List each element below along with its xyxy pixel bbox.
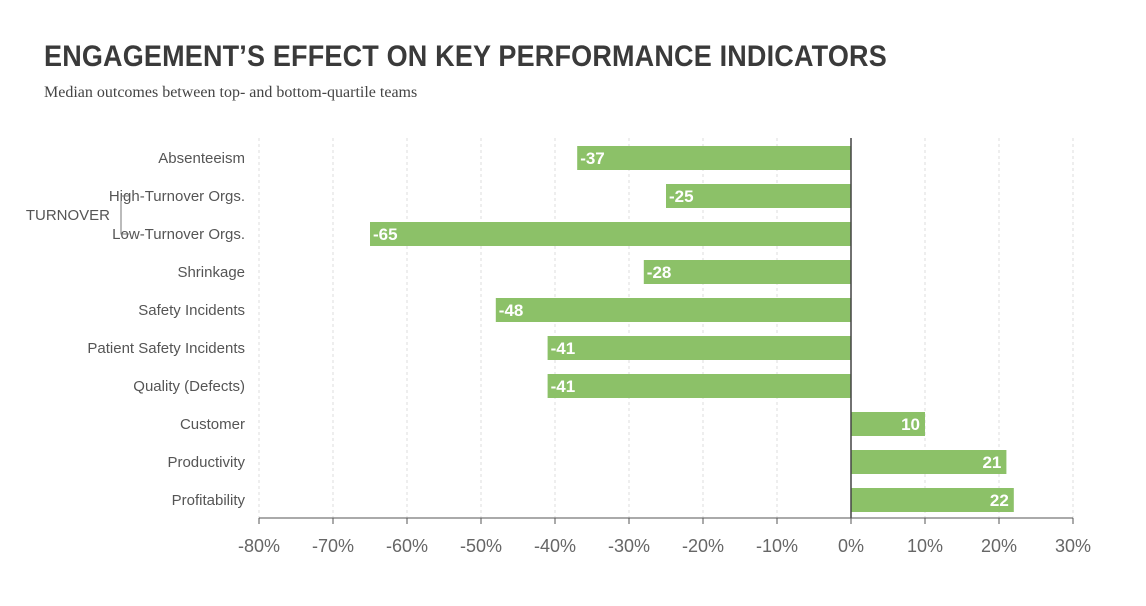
data-label: 21 xyxy=(982,453,1001,472)
data-label: 10 xyxy=(901,415,920,434)
category-label: Absenteeism xyxy=(158,150,245,167)
x-tick-label: 20% xyxy=(981,536,1017,556)
group-bracket xyxy=(120,195,129,235)
category-label: Safety Incidents xyxy=(138,302,245,319)
bar xyxy=(851,488,1014,512)
x-tick-label: -50% xyxy=(460,536,502,556)
category-label: Shrinkage xyxy=(177,264,245,281)
bar xyxy=(577,146,851,170)
x-tick-label: -80% xyxy=(238,536,280,556)
x-tick-label: -10% xyxy=(756,536,798,556)
category-label: Productivity xyxy=(167,454,245,471)
bar xyxy=(370,222,851,246)
category-label: Patient Safety Incidents xyxy=(87,340,245,357)
bar xyxy=(547,374,851,398)
data-label: -41 xyxy=(551,339,576,358)
bar xyxy=(495,298,851,322)
category-label: Profitability xyxy=(172,492,246,509)
bar xyxy=(851,412,925,436)
bar xyxy=(643,260,851,284)
x-tick-label: -70% xyxy=(312,536,354,556)
bar xyxy=(851,450,1007,474)
x-tick-label: 0% xyxy=(838,536,864,556)
chart-title: ENGAGEMENT’S EFFECT ON KEY PERFORMANCE I… xyxy=(44,40,887,73)
label-layer: -37 Absenteeism -25 High-Turnover Orgs. -65 L… xyxy=(26,149,1009,510)
bar xyxy=(547,336,851,360)
data-label: -41 xyxy=(551,377,576,396)
x-tick-label: 30% xyxy=(1055,536,1091,556)
x-tick-label: -30% xyxy=(608,536,650,556)
data-label: -25 xyxy=(669,187,694,206)
category-label: Quality (Defects) xyxy=(133,378,245,395)
axis-layer: -80% -70% -60% -50% -40% -30% -20% -10% 0% 10% 20%… xyxy=(238,138,1091,556)
data-label: -28 xyxy=(647,263,672,282)
data-label: 22 xyxy=(990,491,1009,510)
x-tick-label: -40% xyxy=(534,536,576,556)
bar-layer xyxy=(370,146,1014,512)
data-label: -48 xyxy=(499,301,524,320)
data-label: -65 xyxy=(373,225,398,244)
x-tick-label: -60% xyxy=(386,536,428,556)
x-tick-label: 10% xyxy=(907,536,943,556)
group-label: TURNOVER xyxy=(26,207,110,224)
x-tick-label: -20% xyxy=(682,536,724,556)
category-label: Customer xyxy=(180,416,245,433)
category-label: High-Turnover Orgs. xyxy=(109,188,245,205)
data-label: -37 xyxy=(580,149,605,168)
bar xyxy=(666,184,851,208)
chart-subtitle: Median outcomes between top- and bottom-… xyxy=(44,84,418,101)
category-label: Low-Turnover Orgs. xyxy=(112,226,245,243)
